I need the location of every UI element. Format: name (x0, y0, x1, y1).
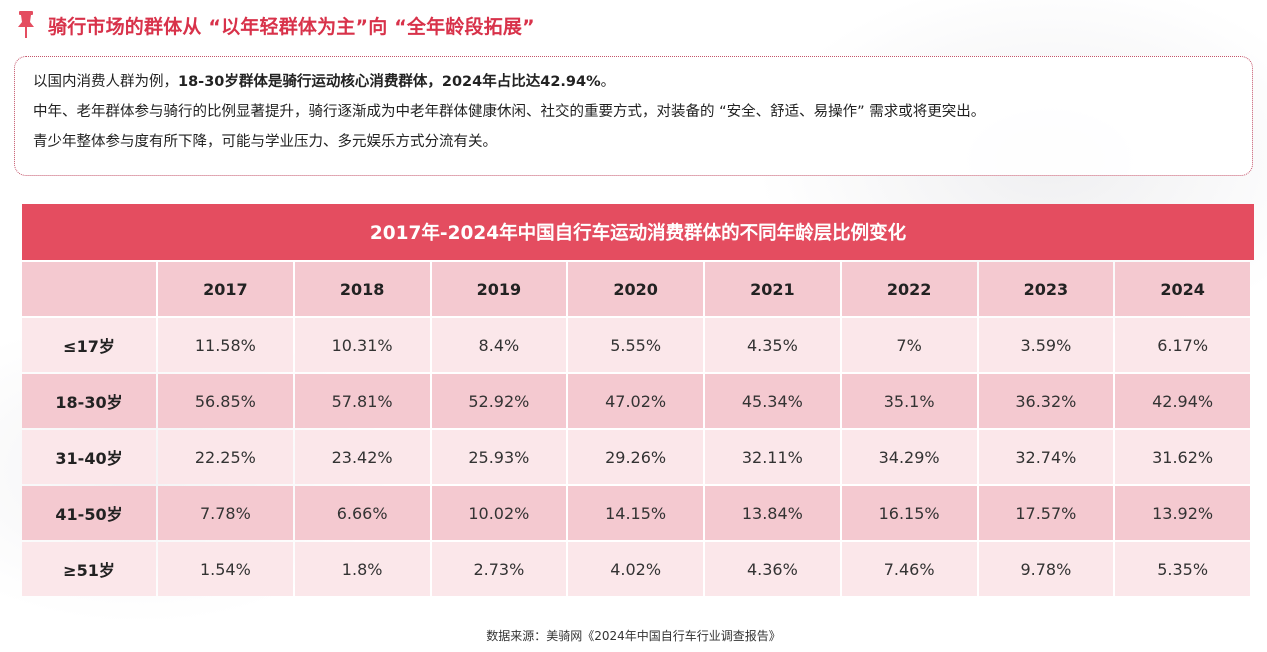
table-cell: 17.57% (978, 486, 1114, 540)
table-cell: 22.25% (158, 430, 293, 484)
age-group-label: ≥51岁 (22, 542, 156, 596)
table-cell: 4.36% (705, 542, 840, 596)
table-cell: 13.84% (705, 486, 840, 540)
table-cell: 13.92% (1115, 486, 1250, 540)
table-cell: 1.54% (158, 542, 293, 596)
table-cell: 42.94% (1115, 374, 1250, 428)
table-cell: 34.29% (841, 430, 977, 484)
table-cell: 25.93% (431, 430, 567, 484)
summary-line-1: 以国内消费人群为例，18-30岁群体是骑行运动核心消费群体，2024年占比达42… (33, 67, 1252, 97)
summary-line-1-highlight: 18-30岁群体是骑行运动核心消费群体，2024年占比达42.94% (178, 74, 601, 90)
table-cell: 5.55% (568, 318, 703, 372)
table-cell: 52.92% (431, 374, 567, 428)
age-group-label: 18-30岁 (22, 374, 156, 428)
table-cell: 2.73% (431, 542, 567, 596)
year-header: 2020 (568, 262, 703, 316)
age-distribution-table-container: 2017年-2024年中国自行车运动消费群体的不同年龄层比例变化 2017 20… (22, 204, 1254, 598)
table-cell: 29.26% (568, 430, 703, 484)
age-group-label: 31-40岁 (22, 430, 156, 484)
table-cell: 1.8% (294, 542, 430, 596)
table-cell: 4.35% (705, 318, 840, 372)
year-header: 2018 (294, 262, 430, 316)
table-cell: 9.78% (978, 542, 1114, 596)
table-cell: 4.02% (568, 542, 703, 596)
table-row: 31-40岁 22.25% 23.42% 25.93% 29.26% 32.11… (22, 430, 1250, 484)
summary-box: 以国内消费人群为例，18-30岁群体是骑行运动核心消费群体，2024年占比达42… (14, 56, 1253, 176)
year-header: 2017 (158, 262, 293, 316)
summary-line-1-prefix: 以国内消费人群为例， (33, 74, 178, 90)
table-cell: 7.46% (841, 542, 977, 596)
header-corner-cell (22, 262, 156, 316)
year-header: 2021 (705, 262, 840, 316)
table-cell: 5.35% (1115, 542, 1250, 596)
table-header-row: 2017 2018 2019 2020 2021 2022 2023 2024 (22, 262, 1250, 316)
table-cell: 23.42% (294, 430, 430, 484)
page-title: 骑行市场的群体从 “以年轻群体为主”向 “全年龄段拓展” (48, 15, 535, 38)
data-source-note: 数据来源：美骑网《2024年中国自行车行业调查报告》 (486, 629, 781, 643)
table-cell: 10.02% (431, 486, 567, 540)
table-cell: 32.74% (978, 430, 1114, 484)
year-header: 2024 (1115, 262, 1250, 316)
table-cell: 6.17% (1115, 318, 1250, 372)
table-cell: 6.66% (294, 486, 430, 540)
summary-line-1-suffix: 。 (600, 74, 616, 90)
table-cell: 32.11% (705, 430, 840, 484)
table-cell: 56.85% (158, 374, 293, 428)
table-cell: 35.1% (841, 374, 977, 428)
table-cell: 36.32% (978, 374, 1114, 428)
table-cell: 47.02% (568, 374, 703, 428)
table-cell: 8.4% (431, 318, 567, 372)
table-cell: 14.15% (568, 486, 703, 540)
table-row: ≤17岁 11.58% 10.31% 8.4% 5.55% 4.35% 7% 3… (22, 318, 1250, 372)
table-cell: 3.59% (978, 318, 1114, 372)
year-header: 2022 (841, 262, 977, 316)
pushpin-icon (18, 11, 34, 38)
section-header: 骑行市场的群体从 “以年轻群体为主”向 “全年龄段拓展” (14, 9, 535, 41)
table-cell: 57.81% (294, 374, 430, 428)
table-row: 41-50岁 7.78% 6.66% 10.02% 14.15% 13.84% … (22, 486, 1250, 540)
table-row: ≥51岁 1.54% 1.8% 2.73% 4.02% 4.36% 7.46% … (22, 542, 1250, 596)
table-cell: 45.34% (705, 374, 840, 428)
age-group-label: 41-50岁 (22, 486, 156, 540)
year-header: 2019 (431, 262, 567, 316)
year-header: 2023 (978, 262, 1114, 316)
table-cell: 31.62% (1115, 430, 1250, 484)
table-cell: 11.58% (158, 318, 293, 372)
table-title: 2017年-2024年中国自行车运动消费群体的不同年龄层比例变化 (22, 204, 1254, 260)
table-cell: 7.78% (158, 486, 293, 540)
table-cell: 10.31% (294, 318, 430, 372)
summary-line-2: 中年、老年群体参与骑行的比例显著提升，骑行逐渐成为中老年群体健康休闲、社交的重要… (33, 104, 986, 120)
table-cell: 7% (841, 318, 977, 372)
table-row: 18-30岁 56.85% 57.81% 52.92% 47.02% 45.34… (22, 374, 1250, 428)
age-group-label: ≤17岁 (22, 318, 156, 372)
age-distribution-table: 2017 2018 2019 2020 2021 2022 2023 2024 … (20, 260, 1252, 598)
summary-line-3: 青少年整体参与度有所下降，可能与学业压力、多元娱乐方式分流有关。 (33, 134, 497, 150)
table-cell: 16.15% (841, 486, 977, 540)
